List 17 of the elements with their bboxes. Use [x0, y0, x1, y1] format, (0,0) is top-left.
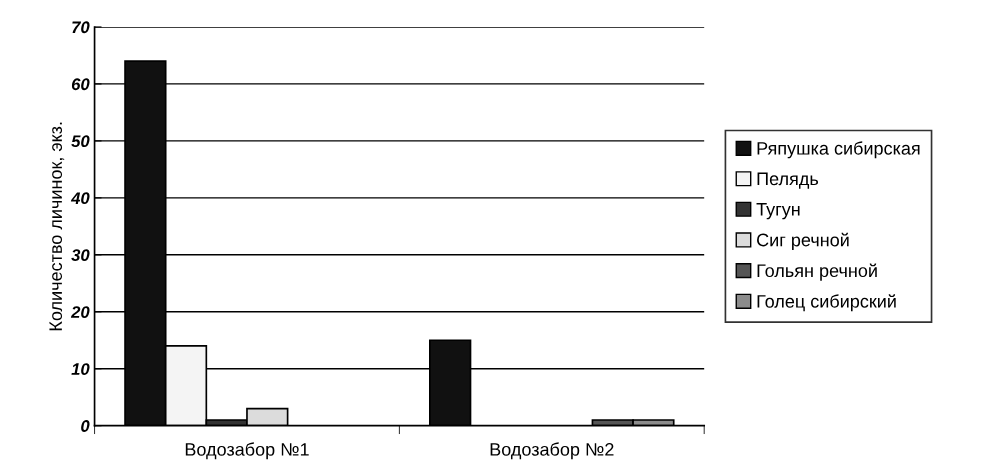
legend-label: Ряпушка сибирская: [757, 141, 920, 159]
legend-label: Голец сибирский: [757, 294, 896, 312]
x-tick-label: Водозабор №2: [490, 442, 614, 460]
y-tick-label: 20: [70, 306, 90, 318]
legend-label: Тугун: [756, 203, 800, 220]
y-tick-label: 70: [72, 21, 90, 34]
y-tick-label: 40: [70, 192, 90, 205]
y-tick-label: 0: [81, 420, 90, 432]
legend-label: Гольян речной: [757, 263, 877, 281]
x-tick-label: Водозабор №1: [185, 442, 309, 460]
legend-label: Пелядь: [757, 172, 819, 189]
y-tick-label: 10: [71, 363, 90, 375]
legend-label: Сиг речной: [757, 232, 849, 250]
y-tick-label: 60: [71, 78, 90, 91]
y-axis-title: Количество личинок, экз.: [49, 122, 65, 331]
y-tick-label: 50: [71, 135, 90, 148]
y-tick-label: 30: [71, 249, 90, 262]
